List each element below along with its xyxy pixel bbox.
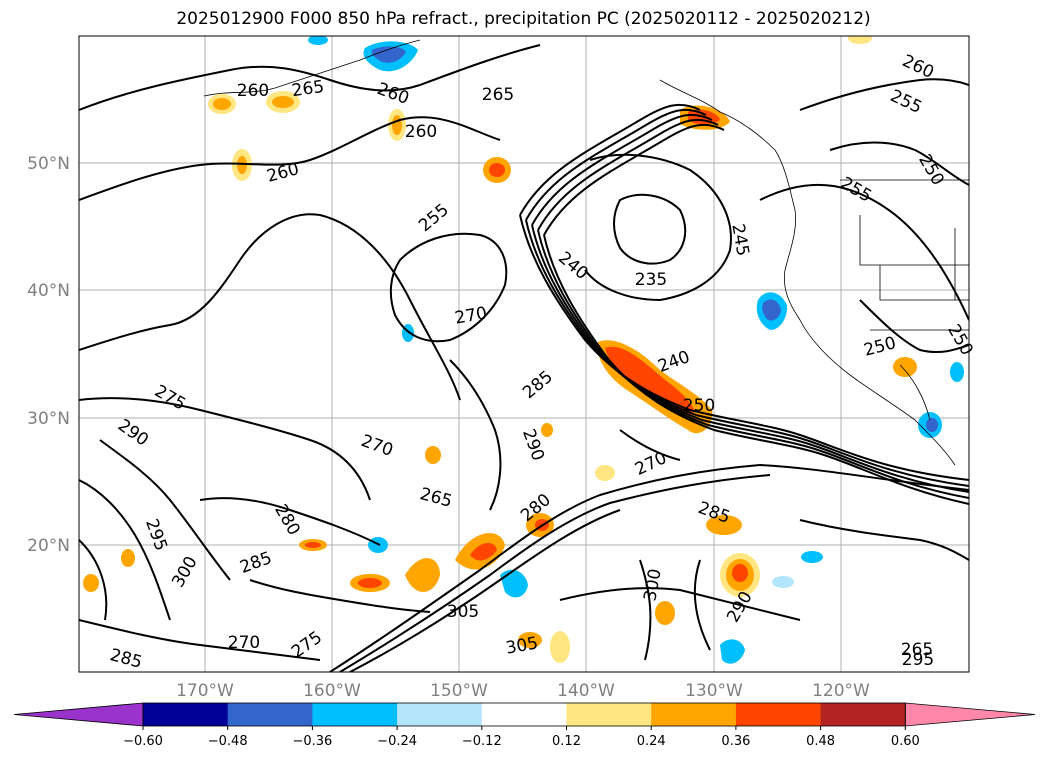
colorbar-extend-high — [904, 702, 1036, 727]
contour-label: 270 — [228, 633, 260, 653]
lon-label-140w: 140°W — [557, 681, 615, 701]
colorbar-segment — [481, 703, 567, 726]
lon-label-160w: 160°W — [303, 681, 361, 701]
contour-label: 260 — [237, 81, 269, 101]
map-panel — [79, 36, 969, 672]
colorbar-segment — [312, 703, 398, 726]
colorbar-tick-label: 0.24 — [637, 734, 666, 749]
colorbar-segment — [735, 703, 822, 726]
colorbar-tick-label: −0.36 — [292, 734, 332, 749]
colorbar-segment — [227, 703, 313, 726]
colorbar-tick-label: 0.12 — [552, 734, 581, 749]
precip-shading — [83, 36, 964, 664]
refractivity-contours — [79, 44, 969, 672]
lat-label-50n: 50°N — [27, 154, 70, 174]
contour-label: 295 — [902, 650, 934, 670]
colorbar-tick-label: 0.48 — [806, 734, 835, 749]
lat-label-20n: 20°N — [27, 536, 70, 556]
map-frame — [78, 35, 970, 673]
colorbar-tick-label: −0.12 — [462, 734, 502, 749]
colorbar-tick-label: −0.60 — [123, 734, 163, 749]
colorbar-tick-label: 0.60 — [891, 734, 920, 749]
colorbar-segment — [651, 703, 737, 726]
lon-label-170w: 170°W — [176, 681, 234, 701]
colorbar-segment — [820, 703, 906, 726]
colorbar-segment — [566, 703, 652, 726]
contour-label: 265 — [291, 77, 326, 101]
contour-label: 260 — [405, 122, 437, 142]
lat-label-40n: 40°N — [27, 281, 70, 301]
contour-label: 265 — [482, 85, 514, 105]
coastlines — [203, 39, 969, 466]
colorbar — [13, 702, 1036, 727]
colorbar-frame — [142, 702, 906, 727]
lat-label-30n: 30°N — [27, 409, 70, 429]
contour-label: 250 — [683, 396, 715, 416]
lon-label-120w: 120°W — [812, 681, 870, 701]
colorbar-segment — [143, 703, 229, 726]
longitude-labels: 170°W 160°W 150°W 140°W 130°W 120°W — [176, 681, 870, 701]
contour-label: 305 — [447, 602, 479, 622]
map-title: 2025012900 F000 850 hPa refract., precip… — [176, 9, 871, 29]
map-content — [79, 36, 969, 672]
colorbar-extend-low — [13, 702, 144, 727]
contour-label: 235 — [635, 270, 667, 290]
latitude-labels: 50°N 40°N 30°N 20°N — [27, 154, 70, 556]
colorbar-ticks: −0.60 −0.48 −0.36 −0.24 −0.12 0.12 0.24 0.36 0.4… — [123, 726, 920, 749]
colorbar-tick-label: −0.24 — [377, 734, 417, 749]
contour-label: 265 — [901, 640, 933, 660]
lon-label-130w: 130°W — [685, 681, 743, 701]
colorbar-segment — [397, 703, 483, 726]
colorbar-tick-label: 0.36 — [721, 734, 750, 749]
gridlines — [79, 36, 969, 672]
lon-label-150w: 150°W — [430, 681, 488, 701]
colorbar-tick-label: −0.48 — [208, 734, 248, 749]
